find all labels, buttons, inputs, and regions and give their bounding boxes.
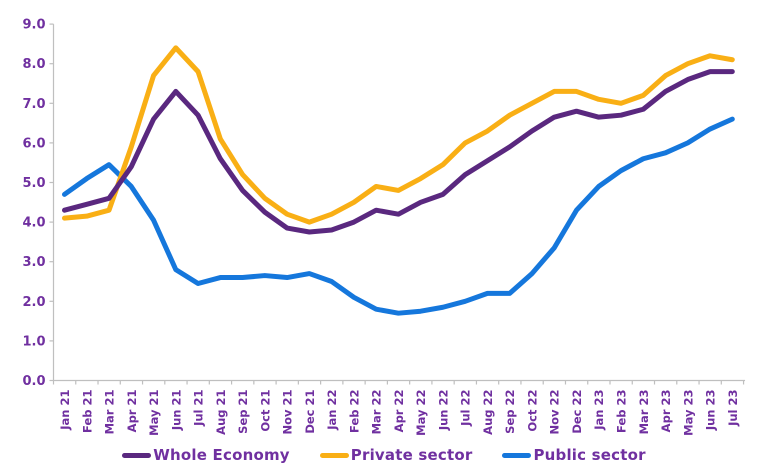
x-tick-label: Jan 23 xyxy=(592,390,606,431)
x-tick-label: Aug 22 xyxy=(481,390,495,435)
y-tick-label: 0.0 xyxy=(22,374,45,389)
x-tick-label: Apr 22 xyxy=(392,390,406,433)
private-sector-line-swatch xyxy=(319,452,349,458)
x-tick-label: Dec 22 xyxy=(570,390,584,434)
x-tick-label: Jan 21 xyxy=(58,390,72,431)
x-tick-label: Jul 23 xyxy=(726,390,740,427)
legend-label: Whole Economy xyxy=(153,446,290,464)
whole-economy-line-swatch xyxy=(122,452,152,458)
series-line-public-sector xyxy=(62,116,735,316)
series-line-private-sector xyxy=(62,45,735,225)
legend-label: Public sector xyxy=(533,446,646,464)
y-tick-label: 7.0 xyxy=(22,97,45,112)
x-tick-label: Apr 21 xyxy=(125,390,139,433)
x-tick-label: Feb 23 xyxy=(615,390,629,433)
x-tick-label: Jul 22 xyxy=(459,390,473,427)
x-tick-label: Sep 22 xyxy=(503,390,517,434)
x-tick-label: Sep 21 xyxy=(236,390,250,434)
x-tick-label: May 21 xyxy=(147,390,161,436)
x-tick-label: Jun 23 xyxy=(704,390,718,432)
x-tick-label: Dec 21 xyxy=(303,390,317,434)
y-tick-label: 5.0 xyxy=(22,176,45,191)
legend-item-public-sector[interactable]: Public sector xyxy=(502,446,646,464)
x-tick-label: Jul 21 xyxy=(192,390,206,427)
y-tick-label: 3.0 xyxy=(22,255,45,270)
y-tick-label: 2.0 xyxy=(22,295,45,310)
public-sector-line-swatch xyxy=(502,452,532,458)
plot-area: 0.0 1.0 2.0 3.0 4.0 5.0 6.0 7.0 8.0 9.0 Jan 21 Feb … xyxy=(22,18,746,436)
legend-item-private-sector[interactable]: Private sector xyxy=(319,446,473,464)
x-tick-label: Nov 22 xyxy=(548,390,562,435)
x-tick-label: Nov 21 xyxy=(281,390,295,435)
x-tick-label: Jun 22 xyxy=(436,390,450,432)
y-tick-label: 4.0 xyxy=(22,216,45,231)
y-tick-label: 1.0 xyxy=(22,334,45,349)
legend-label: Private sector xyxy=(350,446,473,464)
x-tick-label: Apr 23 xyxy=(659,390,673,433)
x-tick-label: Jun 21 xyxy=(169,390,183,432)
x-tick-label: Feb 22 xyxy=(347,390,361,433)
y-tick-label: 8.0 xyxy=(22,57,45,72)
y-tick-label: 6.0 xyxy=(22,136,45,151)
x-tick-label: Aug 21 xyxy=(214,390,228,435)
x-tick-label: May 23 xyxy=(681,390,695,436)
x-tick-label: May 22 xyxy=(414,390,428,436)
chart-legend: Whole Economy Private sector Public sect… xyxy=(0,441,768,469)
legend-item-whole-economy[interactable]: Whole Economy xyxy=(122,446,290,464)
x-tick-label: Mar 21 xyxy=(103,390,117,435)
x-tick-label: Oct 21 xyxy=(258,390,272,432)
x-tick-label: Mar 23 xyxy=(637,390,651,435)
line-chart-canvas: 0.0 1.0 2.0 3.0 4.0 5.0 6.0 7.0 8.0 9.0 Jan 21 Feb … xyxy=(22,18,746,436)
x-tick-label: Oct 22 xyxy=(525,390,539,432)
series-line-whole-economy xyxy=(62,69,735,235)
x-tick-label: Feb 21 xyxy=(80,390,94,433)
x-tick-label: Mar 22 xyxy=(370,390,384,435)
x-tick-label: Jan 22 xyxy=(325,390,339,431)
y-tick-label: 9.0 xyxy=(22,18,45,33)
